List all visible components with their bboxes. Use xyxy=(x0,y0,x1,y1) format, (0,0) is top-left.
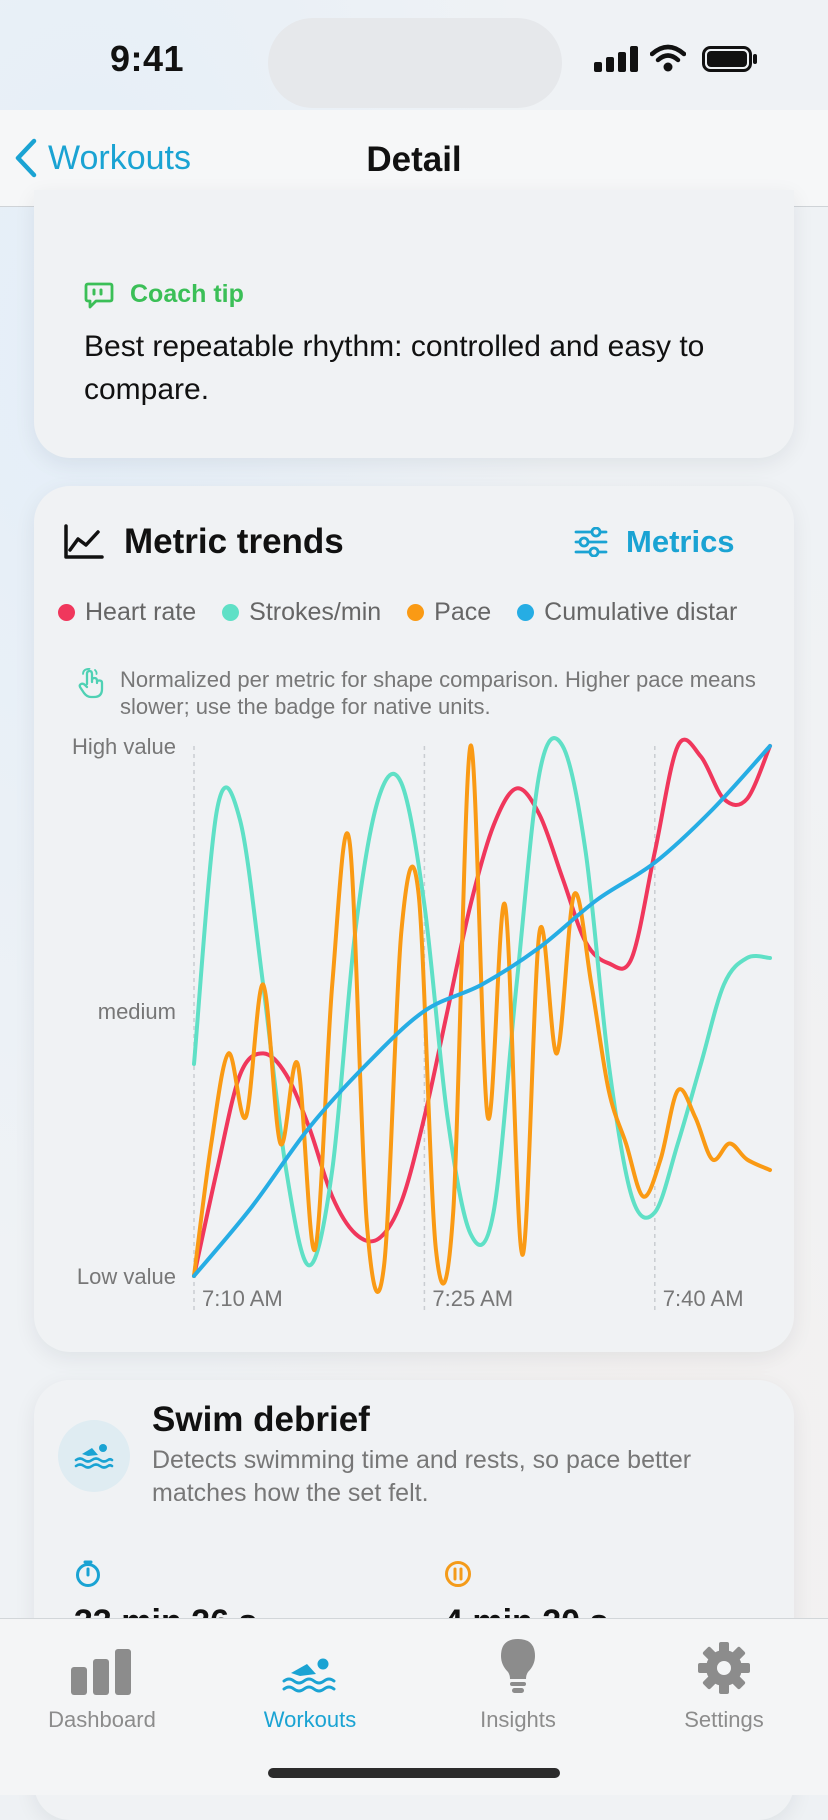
swimmer-icon xyxy=(282,1658,336,1693)
tab-bar: Dashboard Workouts Insights xyxy=(0,1618,828,1795)
series-line-heart-rate xyxy=(192,737,772,1278)
line-chart-icon xyxy=(64,524,104,559)
wifi-icon xyxy=(650,44,686,72)
series-line-cumulative-distar xyxy=(192,744,772,1278)
battery-icon xyxy=(702,46,757,72)
chart-note-text: Normalized per metric for shape comparis… xyxy=(120,667,756,719)
legend-label: Strokes/min xyxy=(249,598,382,626)
gear-icon xyxy=(698,1642,750,1694)
legend-dot xyxy=(58,604,75,621)
x-tick-label: 7:25 AM xyxy=(432,1286,513,1311)
swim-debrief-description: Detects swimming time and rests, so pace… xyxy=(152,1446,692,1507)
swimmer-icon xyxy=(74,1444,114,1469)
legend-label: Cumulative distar xyxy=(544,598,738,626)
touch-hand-icon xyxy=(78,668,104,699)
legend-item-pace[interactable]: Pace xyxy=(407,598,491,627)
y-tick-label: medium xyxy=(98,999,176,1024)
metrics-button[interactable]: Metrics xyxy=(574,524,735,560)
speech-bubble-icon xyxy=(84,282,114,308)
series-line-strokes-min xyxy=(192,736,772,1268)
dynamic-island xyxy=(268,18,562,108)
chart-legend: Heart rate Strokes/min Pace Cumulative d… xyxy=(58,598,794,627)
legend-dot xyxy=(222,604,240,621)
legend-dot xyxy=(407,604,425,621)
metric-trends-header: Metric trends xyxy=(62,522,344,562)
cellular-signal-icon xyxy=(594,46,638,72)
sliders-icon xyxy=(574,527,608,557)
page-title: Detail xyxy=(366,140,462,179)
legend-item-strokes[interactable]: Strokes/min xyxy=(222,598,381,627)
timer-icon xyxy=(76,1560,100,1587)
bar-chart-icon xyxy=(71,1649,131,1695)
metric-trends-card: Metric trends Metrics Heart rate Strokes… xyxy=(34,486,794,1352)
metric-trends-chart[interactable]: High value medium Low value 7:10 AM 7:25 AM 7… xyxy=(34,736,794,1336)
coach-tip-header: Coach tip xyxy=(84,280,244,309)
tab-label: Dashboard xyxy=(48,1707,156,1732)
y-tick-label: High value xyxy=(72,736,176,759)
series-line-pace xyxy=(192,743,772,1294)
metrics-button-label: Metrics xyxy=(626,524,735,559)
home-indicator xyxy=(268,1768,560,1778)
chart-note: Normalized per metric for shape comparis… xyxy=(76,666,756,720)
swim-debrief-title: Swim debrief xyxy=(152,1400,370,1439)
coach-tip-text: Best repeatable rhythm: controlled and e… xyxy=(84,330,705,406)
status-time: 9:41 xyxy=(110,38,185,79)
swimmer-avatar xyxy=(58,1420,130,1492)
pause-icon xyxy=(445,1561,471,1587)
tab-dashboard[interactable]: Dashboard xyxy=(12,1631,192,1733)
back-button-label: Workouts xyxy=(48,138,191,177)
legend-label: Heart rate xyxy=(85,598,197,626)
back-button[interactable]: Workouts xyxy=(14,138,191,178)
tab-workouts[interactable]: Workouts xyxy=(220,1631,400,1733)
chevron-left-icon xyxy=(15,138,37,178)
legend-dot xyxy=(517,604,535,621)
metric-trends-title: Metric trends xyxy=(124,522,344,561)
tab-label: Settings xyxy=(684,1707,764,1732)
legend-label: Pace xyxy=(434,598,492,626)
x-tick-label: 7:40 AM xyxy=(663,1286,744,1311)
lightbulb-icon xyxy=(501,1639,535,1693)
x-tick-label: 7:10 AM xyxy=(202,1286,283,1311)
status-bar: 9:41 xyxy=(0,0,828,110)
tab-insights[interactable]: Insights xyxy=(428,1631,608,1733)
tab-settings[interactable]: Settings xyxy=(634,1631,814,1733)
legend-item-distance[interactable]: Cumulative distar xyxy=(517,598,737,627)
y-tick-label: Low value xyxy=(77,1264,176,1289)
tab-label: Workouts xyxy=(263,1707,357,1732)
tab-label: Insights xyxy=(480,1707,556,1732)
coach-tip-card: Coach tip Best repeatable rhythm: contro… xyxy=(34,190,794,458)
coach-tip-label: Coach tip xyxy=(130,280,244,308)
legend-item-heart-rate[interactable]: Heart rate xyxy=(58,598,196,627)
